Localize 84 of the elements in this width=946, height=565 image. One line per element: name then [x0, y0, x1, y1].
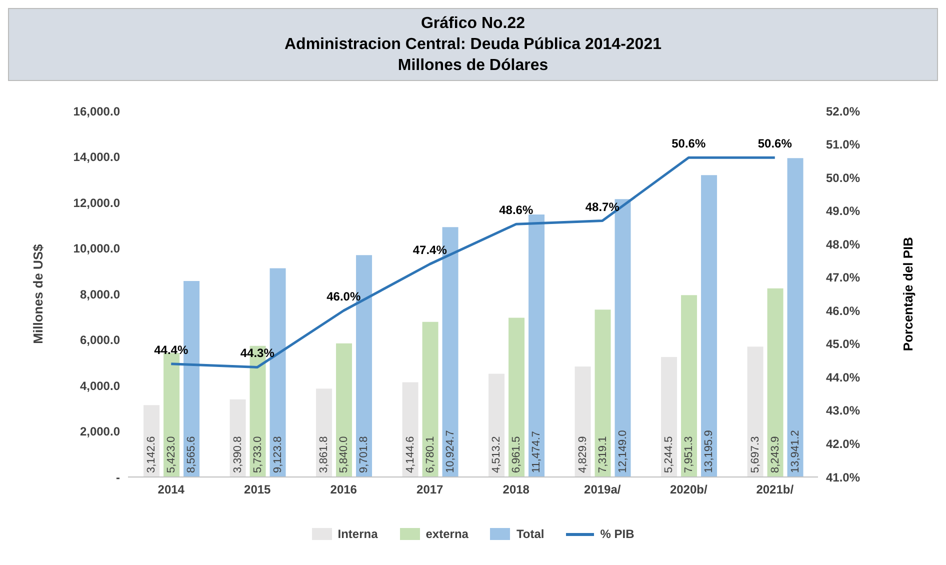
data-label: 5,423.0 — [166, 436, 178, 473]
x-tick-label: 2014 — [158, 482, 185, 497]
data-label: 13,941.2 — [789, 430, 802, 473]
y-tick-label: 16,000.0 — [73, 104, 120, 118]
data-label: 4,829.9 — [576, 436, 589, 473]
bar — [402, 382, 418, 477]
data-label: 6,961.5 — [510, 436, 523, 473]
bar — [747, 346, 764, 477]
bar — [528, 214, 545, 477]
y-tick-label: 4,000.0 — [80, 378, 120, 393]
x-tick-label: 2016 — [330, 482, 358, 497]
data-label: 3,390.8 — [232, 436, 244, 473]
data-label: 4,513.2 — [490, 436, 503, 473]
data-label: 9,701.8 — [358, 436, 370, 473]
x-tick-label: 2019a/ — [584, 482, 622, 497]
data-label: 44.4% — [154, 342, 188, 357]
data-label: 48.7% — [585, 200, 620, 214]
legend-label: externa — [426, 527, 468, 541]
data-label: 6,780.1 — [424, 436, 436, 473]
legend-label: % PIB — [600, 527, 634, 541]
data-label: 3,142.6 — [146, 436, 158, 473]
bar — [422, 322, 438, 477]
bar — [574, 366, 591, 477]
y2-tick-label: 45.0% — [826, 337, 860, 352]
data-label: 5,697.3 — [749, 436, 762, 473]
x-tick-label: 2015 — [244, 482, 272, 497]
data-label: 8,243.9 — [769, 436, 782, 473]
data-label: 44.3% — [240, 346, 275, 360]
x-tick-label: 2021b/ — [756, 482, 794, 497]
bar — [767, 288, 784, 477]
y2-tick-label: 52.0% — [826, 104, 860, 118]
legend-label: Interna — [338, 527, 378, 541]
data-label: 46.0% — [326, 290, 361, 304]
bar — [336, 343, 352, 477]
x-tick-label: 2018 — [502, 482, 530, 497]
y2-tick-label: 42.0% — [826, 436, 860, 451]
y2-tick-label: 51.0% — [826, 138, 860, 152]
data-label: 50.6% — [758, 136, 792, 151]
y2-tick-label: 46.0% — [826, 304, 860, 318]
chart-title: Gráfico No.22 Administracion Central: Deuda Pública 2014-2021 Millones de Dólares — [283, 14, 662, 76]
data-label: 4,144.6 — [404, 436, 416, 473]
y2-tick-label: 47.0% — [826, 270, 860, 285]
y-tick-label: 6,000.0 — [80, 333, 120, 348]
data-label: 47.4% — [412, 243, 448, 258]
y2-tick-label: 48.0% — [826, 237, 860, 252]
y2-axis-title: Porcentaje del PIB — [900, 236, 916, 352]
y2-tick-label: 43.0% — [826, 404, 860, 418]
bar — [661, 357, 678, 477]
data-label: 5,840.0 — [338, 436, 350, 473]
x-tick-label: 2017 — [416, 482, 444, 497]
y-tick-label: 2,000.0 — [80, 424, 120, 439]
bar — [316, 388, 332, 477]
y2-tick-label: 50.0% — [826, 170, 860, 185]
data-label: 9,123.8 — [272, 436, 284, 473]
y-tick-label: 14,000.0 — [73, 150, 120, 164]
bar — [594, 310, 611, 477]
bar — [787, 158, 804, 477]
data-label: 48.6% — [499, 203, 534, 218]
bar — [488, 374, 505, 477]
bar — [681, 295, 698, 477]
data-label: 13,195.9 — [703, 430, 716, 473]
y-tick-label: 12,000.0 — [73, 196, 120, 210]
legend-label: Total — [516, 527, 544, 541]
bar — [164, 352, 180, 477]
data-label: 8,565.6 — [186, 436, 198, 473]
y2-tick-label: 44.0% — [826, 370, 860, 384]
data-label: 7,951.3 — [683, 436, 696, 473]
data-label: 5,733.0 — [252, 436, 264, 473]
data-label: 5,244.5 — [663, 436, 676, 473]
data-label: 50.6% — [672, 136, 706, 151]
data-label: 12,149.0 — [616, 430, 629, 473]
y-tick-label: - — [116, 470, 120, 484]
y-tick-label: 10,000.0 — [73, 242, 120, 256]
x-tick-label: 2020b/ — [670, 482, 708, 497]
data-label: 10,924.7 — [444, 430, 456, 473]
data-label: 7,319.1 — [596, 436, 609, 473]
bar — [508, 318, 525, 477]
data-label: 3,861.8 — [318, 436, 330, 473]
y2-tick-label: 41.0% — [826, 470, 860, 484]
y-tick-label: 8,000.0 — [80, 287, 120, 302]
y2-tick-label: 49.0% — [826, 204, 860, 218]
bar — [701, 175, 718, 477]
data-label: 11,474.7 — [530, 430, 543, 473]
y-axis-title: Millones de US$ — [30, 243, 46, 344]
